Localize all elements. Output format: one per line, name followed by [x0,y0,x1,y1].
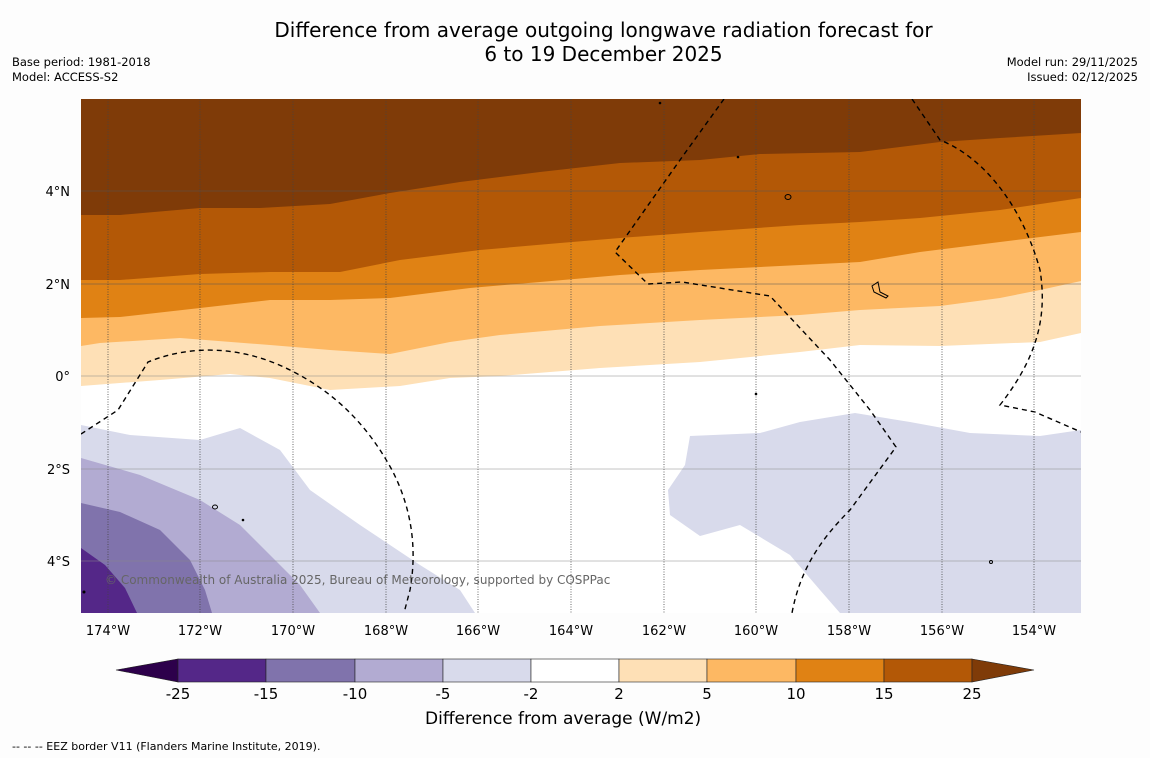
lon-label: 174°W [86,624,130,639]
colorbar-bin [619,659,707,682]
eez-footnote: -- -- -- EEZ border V11 (Flanders Marine… [12,740,320,753]
colorbar-extend-high [972,659,1034,682]
lat-label: 2°S [47,463,70,478]
colorbar-bin [884,659,972,682]
lat-labels: 4°N 2°N 0° 2°S 4°S [46,185,71,570]
lon-label: 170°W [271,624,315,639]
colorbar-ticks: -25 -15 -10 -5 -2 2 5 10 15 25 [166,685,982,703]
lon-label: 154°W [1012,624,1056,639]
colorbar-bin [796,659,884,682]
lon-label: 162°W [642,624,686,639]
colorbar-tick: -5 [436,685,451,703]
map-plot: © Commonwealth of Australia 2025, Bureau… [81,99,1081,613]
colorbar-bin [707,659,796,682]
lon-label: 164°W [549,624,593,639]
lon-label: 160°W [734,624,778,639]
colorbar-tick: -10 [343,685,368,703]
colorbar-extend-low [116,659,178,682]
colorbar [116,659,1034,682]
lat-label: 0° [55,370,70,385]
lon-labels: 174°W 172°W 170°W 168°W 166°W 164°W 162°… [86,624,1056,639]
lon-label: 172°W [178,624,222,639]
lat-label: 2°N [46,278,71,293]
colorbar-title: Difference from average (W/m2) [425,709,701,729]
lon-label: 156°W [920,624,964,639]
colorbar-bin [266,659,355,682]
colorbar-tick: -2 [524,685,539,703]
colorbar-tick: -15 [254,685,279,703]
colorbar-bin [531,659,619,682]
map-figure: © Commonwealth of Australia 2025, Bureau… [0,0,1150,758]
lon-label: 166°W [456,624,500,639]
colorbar-tick: 25 [962,685,981,703]
lon-label: 168°W [364,624,408,639]
copyright-note: © Commonwealth of Australia 2025, Bureau… [105,573,610,587]
colorbar-tick: 15 [874,685,893,703]
colorbar-tick: 2 [614,685,624,703]
lon-label: 158°W [827,624,871,639]
lat-label: 4°S [47,555,70,570]
colorbar-bin [178,659,266,682]
colorbar-tick: 5 [702,685,712,703]
colorbar-tick: 10 [786,685,805,703]
colorbar-bin [355,659,443,682]
lat-label: 4°N [46,185,71,200]
colorbar-tick: -25 [166,685,191,703]
colorbar-bin [443,659,531,682]
